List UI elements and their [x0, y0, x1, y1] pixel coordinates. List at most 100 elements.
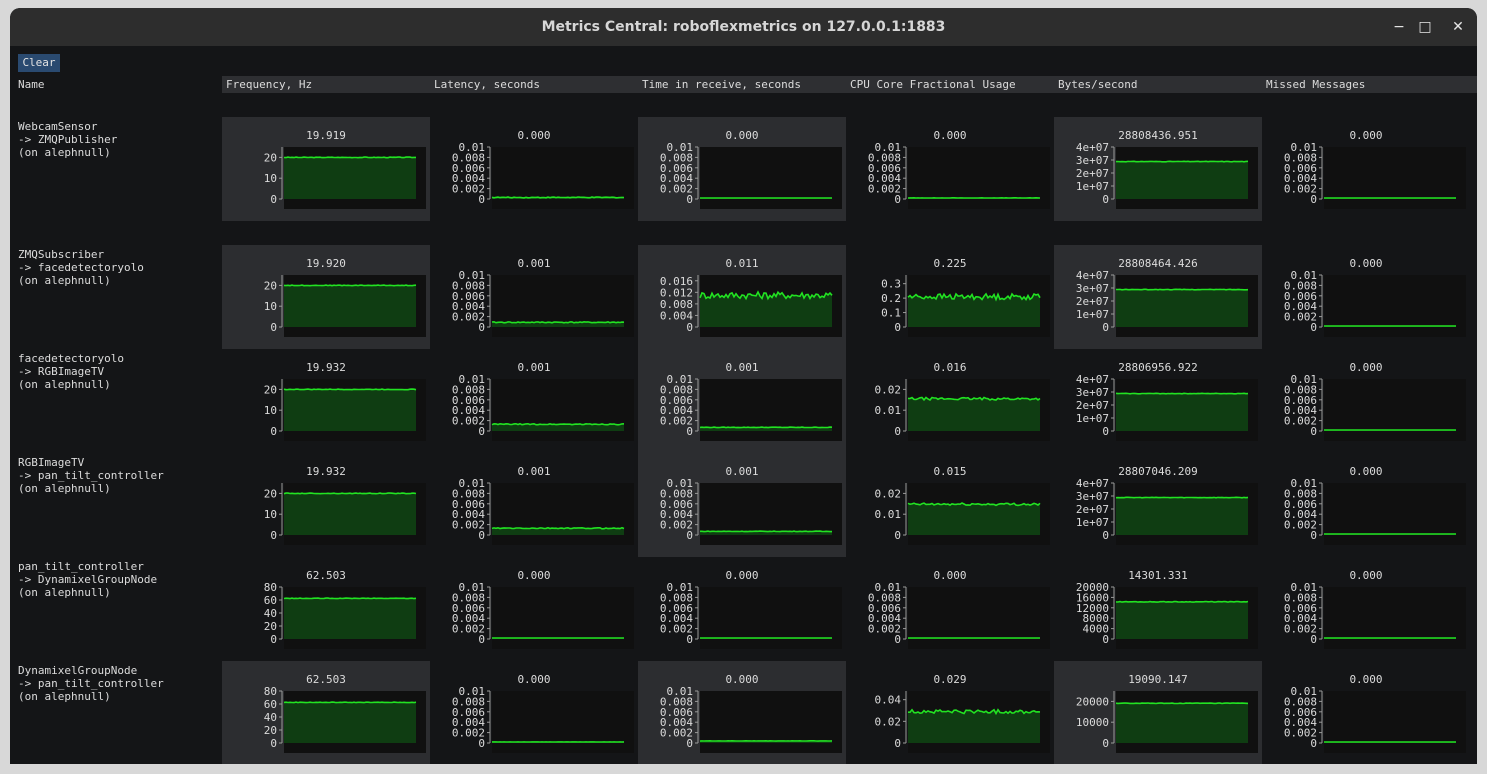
header-latency: Latency, seconds [430, 76, 638, 93]
series-line [283, 597, 417, 600]
metric-value: 19.920 [306, 257, 346, 270]
y-tick-label: 0.01 [667, 581, 694, 594]
y-tick-label: 0.004 [660, 309, 693, 322]
y-tick-label: 0 [478, 529, 485, 542]
metric-panel-missed-messages: 0.000 0.01 0.008 0.006 0.004 0.002 0 [1262, 245, 1470, 349]
metric-value: 0.016 [933, 361, 967, 374]
plot-background [908, 587, 1050, 649]
y-tick-label: 0.008 [452, 487, 485, 500]
y-tick-label: 0.01 [1291, 141, 1318, 154]
node-label-line: RGBImageTV [18, 456, 85, 469]
metric-value: 0.000 [517, 129, 551, 142]
y-tick-label: 0.004 [1284, 300, 1317, 313]
y-tick-label: 0.002 [1284, 623, 1317, 636]
y-tick-label: 0 [270, 633, 277, 646]
node-label-line: WebcamSensor [18, 120, 98, 133]
y-tick-label: 0.008 [1284, 383, 1317, 396]
minimize-icon[interactable]: − [1393, 19, 1405, 35]
metric-panel-time-in-receive: 0.001 0.01 0.008 0.006 0.004 0.002 0 [638, 349, 846, 453]
plot-background [700, 379, 842, 441]
metric-panel-frequency: 19.920 20 10 0 [222, 245, 430, 349]
y-tick-label: 0.006 [1284, 162, 1317, 175]
metric-panel-time-in-receive: 0.000 0.01 0.008 0.006 0.004 0.002 0 [638, 557, 846, 661]
y-tick-label: 0 [478, 737, 485, 750]
y-tick-label: 4000 [1083, 623, 1110, 636]
y-tick-label: 0.006 [868, 602, 901, 615]
node-label: RGBImageTV -> pan_tilt_controller (on alep… [18, 456, 164, 495]
y-tick-label: 0.004 [452, 612, 485, 625]
node-label-line: -> ZMQPublisher [18, 133, 118, 146]
y-tick-label: 0.008 [868, 151, 901, 164]
metric-value: 0.001 [725, 465, 759, 478]
series-area [1116, 703, 1248, 743]
plot-background [492, 275, 634, 337]
y-tick-label: 0.004 [1284, 716, 1317, 729]
metric-plot: 20000 10000 0 [1076, 691, 1258, 753]
series-area [284, 598, 416, 639]
y-tick-label: 0.004 [452, 404, 485, 417]
y-tick-label: 0.02 [875, 487, 902, 500]
metric-value: 0.000 [517, 569, 551, 582]
node-label: pan_tilt_controller -> DynamixelGroupNode… [18, 560, 157, 599]
y-tick-label: 2e+07 [1076, 295, 1109, 308]
plot-background [700, 483, 842, 545]
y-tick-label: 0 [1102, 737, 1109, 750]
y-tick-label: 0.002 [1284, 183, 1317, 196]
plot-background [700, 147, 842, 209]
y-tick-label: 0.008 [660, 487, 693, 500]
y-tick-label: 2e+07 [1076, 503, 1109, 516]
metric-plot: 0.30.2 0.10 [881, 275, 1050, 337]
node-label-line: (on alephnull) [18, 586, 111, 599]
metric-panel-latency: 0.001 0.01 0.008 0.006 0.004 0.002 0 [430, 453, 638, 557]
series-line [283, 701, 417, 704]
y-tick-label: 0 [894, 633, 901, 646]
metric-value: 19.932 [306, 465, 346, 478]
app-window: Metrics Central: roboflexmetrics on 127.… [10, 8, 1477, 764]
metric-panel-frequency: 19.932 20 10 0 [222, 349, 430, 453]
y-tick-label: 0.004 [452, 508, 485, 521]
y-tick-label: 0.3 [881, 278, 901, 291]
y-tick-label: 2e+07 [1076, 399, 1109, 412]
y-tick-label: 0 [478, 425, 485, 438]
series-line [1116, 288, 1249, 291]
header-missed-messages: Missed Messages [1262, 76, 1477, 93]
metric-panel-time-in-receive: 0.001 0.01 0.008 0.006 0.004 0.002 0 [638, 453, 846, 557]
y-tick-label: 0.004 [1284, 172, 1317, 185]
y-tick-label: 0.004 [452, 172, 485, 185]
maximize-icon[interactable]: □ [1418, 19, 1432, 35]
y-tick-label: 80 [264, 685, 277, 698]
y-tick-label: 0.002 [1284, 727, 1317, 740]
y-tick-label: 0.01 [667, 477, 694, 490]
series-area [908, 709, 1040, 743]
title-bar[interactable]: Metrics Central: roboflexmetrics on 127.… [10, 8, 1477, 46]
metric-panel-missed-messages: 0.000 0.01 0.008 0.006 0.004 0.002 0 [1262, 557, 1470, 661]
y-tick-label: 0.01 [875, 141, 902, 154]
metric-value: 19.919 [306, 129, 346, 142]
y-tick-label: 0.008 [660, 383, 693, 396]
node-label-line: (on alephnull) [18, 378, 111, 391]
metric-plot: 20 10 0 [264, 379, 426, 441]
metric-value: 0.000 [933, 129, 967, 142]
close-icon[interactable]: ✕ [1452, 19, 1464, 35]
series-line [908, 708, 1041, 716]
y-tick-label: 0 [270, 321, 277, 334]
y-tick-label: 60 [264, 594, 277, 607]
series-area [284, 285, 416, 327]
series-area [1116, 601, 1248, 639]
metric-panel-cpu-usage: 0.225 0.3 0.2 0.1 0 [846, 245, 1054, 349]
metric-panel-frequency: 62.503 80 60 40 20 0 [222, 661, 430, 764]
y-tick-label: 0.006 [1284, 394, 1317, 407]
node-label: facedetectoryolo -> RGBImageTV (on alephnu… [18, 352, 124, 391]
metric-panel-cpu-usage: 0.016 0.02 0.01 0 [846, 349, 1054, 453]
y-tick-label: 0.01 [1291, 477, 1318, 490]
header-time-in-receive: Time in receive, seconds [638, 76, 846, 93]
y-tick-label: 0 [686, 529, 693, 542]
clear-button[interactable]: Clear [18, 54, 60, 72]
metric-value: 0.001 [517, 361, 551, 374]
metric-panel-time-in-receive: 0.000 0.01 0.008 0.006 0.004 0.002 0 [638, 117, 846, 221]
